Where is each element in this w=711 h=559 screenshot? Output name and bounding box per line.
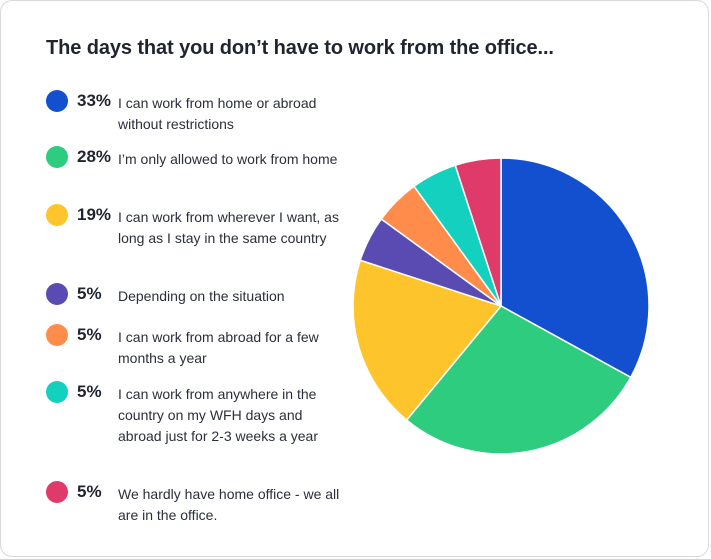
legend-swatch: [46, 481, 68, 503]
legend-swatch: [46, 146, 68, 168]
legend-percent: 19%: [77, 205, 112, 224]
legend-label: Depending on the situation: [118, 288, 285, 304]
pie-slice-1: [500, 157, 650, 379]
legend-label: We hardly have home office - we all are …: [118, 486, 340, 523]
legend-swatch: [46, 90, 68, 112]
legend-percent: 33%: [77, 91, 112, 110]
legend-label: I can work from home or abroad without r…: [118, 95, 317, 132]
legend-swatch: [46, 381, 68, 403]
legend-percent: 5%: [77, 284, 102, 303]
legend-percent: 5%: [77, 382, 102, 401]
legend-percent: 5%: [77, 325, 102, 344]
pie-chart: [352, 157, 650, 455]
pie-slice-2: [405, 305, 632, 455]
legend-percent: 28%: [77, 147, 112, 166]
chart-title: The days that you don’t have to work fro…: [46, 37, 554, 59]
legend-swatch: [46, 324, 68, 346]
legend-swatch: [46, 204, 68, 226]
legend-swatch: [46, 283, 68, 305]
legend-label: I can work from anywhere in the country …: [118, 386, 318, 444]
pie-slice-3: [352, 259, 503, 422]
legend-percent: 5%: [77, 482, 102, 501]
legend-label: I can work from abroad for a few months …: [118, 329, 319, 366]
pie-slice-7: [454, 157, 502, 307]
legend-label: I can work from wherever I want, as long…: [118, 209, 339, 246]
legend-label: I’m only allowed to work from home: [118, 151, 338, 167]
